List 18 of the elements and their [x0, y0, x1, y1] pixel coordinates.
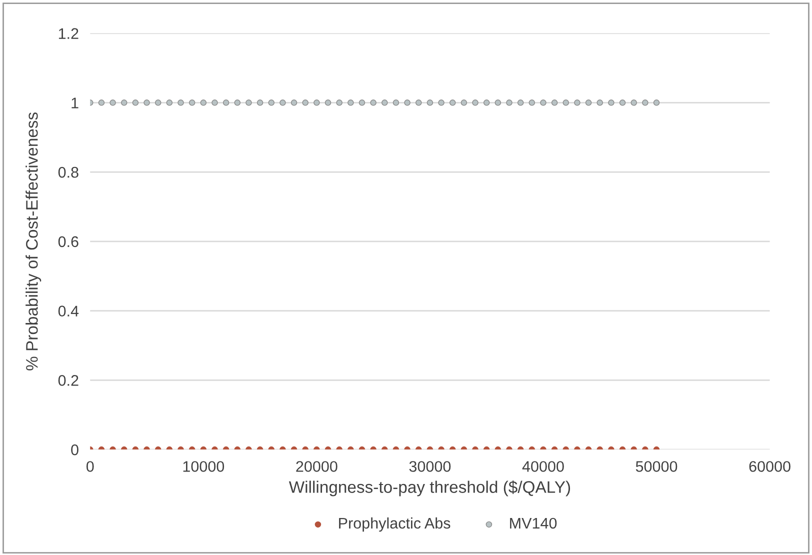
y-tick-label: 0.4 [58, 306, 79, 316]
x-tick-label: 0 [86, 461, 94, 472]
x-tick-label: 60000 [749, 461, 790, 472]
x-tick-label: 20000 [296, 461, 338, 472]
y-tick-label: 0.8 [58, 166, 78, 178]
y-tick-label: 0.2 [58, 375, 78, 386]
x-tick-label: 10000 [183, 461, 224, 472]
legend-label: Prophylactic Abs [339, 517, 450, 532]
y-axis-title: % Probability of Cost-Effectiveness [26, 112, 42, 370]
y-tick-label: 0 [71, 444, 78, 456]
x-tick-label: 40000 [522, 461, 564, 472]
x-tick-label: 30000 [409, 461, 451, 472]
legend-label: MV140 [510, 518, 557, 529]
y-tick-label: 1 [72, 98, 78, 108]
x-tick-label: 50000 [636, 461, 678, 472]
y-tick-label: 1.2 [58, 28, 78, 39]
y-tick-label: 0.6 [58, 236, 78, 248]
x-axis-title: Willingness-to-pay threshold ($/QALY) [288, 480, 570, 496]
